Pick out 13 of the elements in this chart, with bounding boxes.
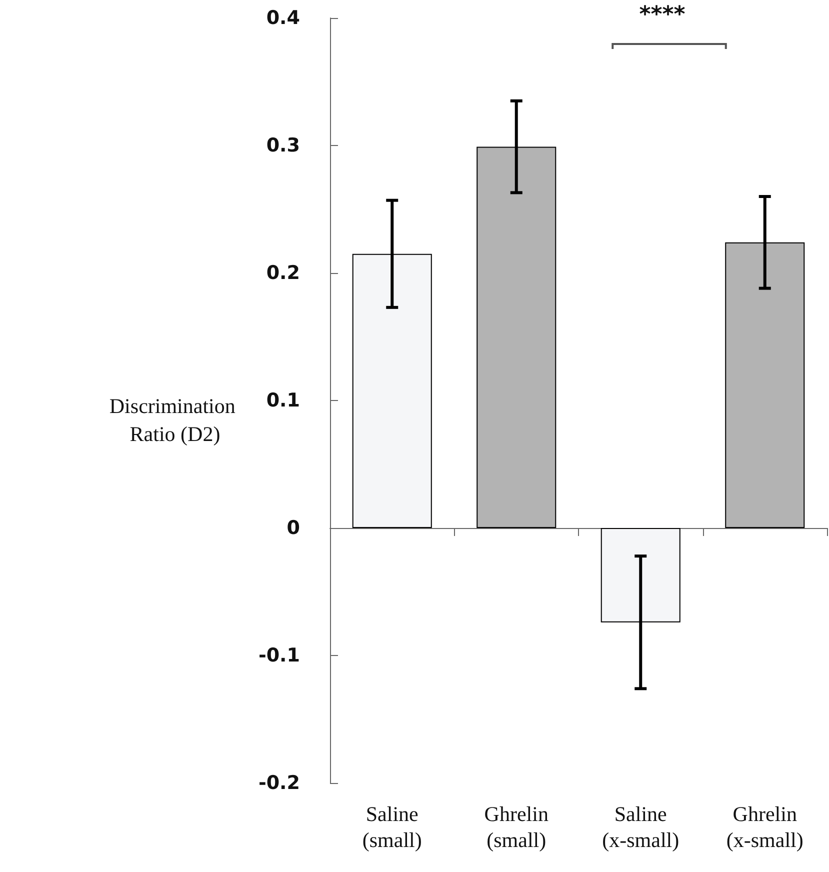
y-tick-label: -0.2 bbox=[258, 772, 300, 794]
y-tick-label: -0.1 bbox=[258, 644, 300, 666]
y-tick-label: 0.3 bbox=[266, 134, 300, 156]
y-tick-label: 0.4 bbox=[266, 7, 300, 29]
y-axis-title: Discrimination Ratio (D2) bbox=[109, 394, 241, 446]
y-tick-label: 0.1 bbox=[266, 390, 300, 412]
x-tick-label: Saline (x-small) bbox=[602, 802, 680, 852]
x-tick-label: Ghrelin (x-small) bbox=[726, 802, 804, 852]
annotation: **** bbox=[639, 2, 686, 28]
y-tick-label: 0.2 bbox=[266, 262, 300, 284]
y-tick-label: 0 bbox=[286, 517, 300, 539]
x-tick-label: Saline (small) bbox=[362, 802, 422, 852]
x-tick-label: Ghrelin (small) bbox=[484, 802, 549, 852]
